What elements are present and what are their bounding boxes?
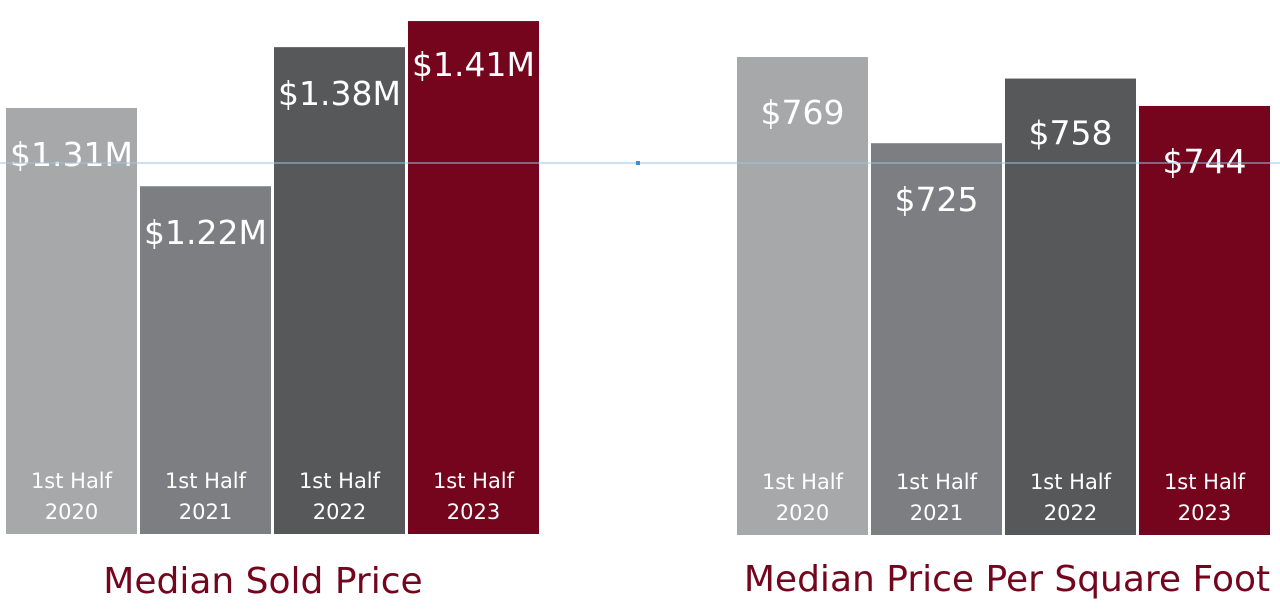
category-label-line1: 1st Half: [762, 470, 844, 494]
category-label-line2: 2022: [1044, 501, 1097, 525]
category-label-line2: 2020: [45, 500, 98, 524]
value-label: $1.41M: [412, 45, 535, 84]
value-label: $769: [761, 93, 845, 132]
value-label: $758: [1029, 114, 1113, 153]
bar-sold-price-2023: [408, 21, 539, 535]
category-label-line2: 2022: [313, 500, 366, 524]
bar-price-per-sqft-2023: [1139, 105, 1270, 536]
category-label-line1: 1st Half: [165, 469, 247, 493]
category-label-line1: 1st Half: [31, 469, 113, 493]
category-label-line1: 1st Half: [433, 469, 515, 493]
value-label: $744: [1163, 142, 1247, 181]
median-sold-price-chart: $1.31M 1st Half 2020 $1.22M 1st Half 2021 $1.3…: [6, 21, 539, 535]
bar-price-per-sqft-2020: [737, 57, 868, 535]
median-price-per-square-foot-chart: $769 1st Half 2020 $725 1st Half 2021 $758 1st …: [737, 57, 1270, 536]
category-label-line2: 2021: [179, 500, 232, 524]
category-label-line2: 2023: [1178, 501, 1231, 525]
guide-handle[interactable]: [636, 161, 640, 165]
bar-price-per-sqft-2022: [1005, 78, 1136, 535]
bar-sold-price-2021: [140, 186, 271, 534]
category-label-line2: 2020: [776, 501, 829, 525]
bar-sold-price-2020: [6, 108, 137, 534]
value-label: $1.22M: [144, 213, 267, 252]
category-label-line2: 2023: [447, 500, 500, 524]
category-label-line1: 1st Half: [1030, 470, 1112, 494]
category-label-line1: 1st Half: [896, 470, 978, 494]
bar-price-per-sqft-2021: [871, 143, 1002, 535]
value-label: $725: [895, 180, 979, 219]
category-label-line1: 1st Half: [1164, 470, 1246, 494]
value-label: $1.31M: [10, 135, 133, 174]
value-label: $1.38M: [278, 74, 401, 113]
bar-sold-price-2022: [274, 47, 405, 535]
chart-title-median-sold-price: Median Sold Price: [103, 561, 422, 602]
category-label-line2: 2021: [910, 501, 963, 525]
chart-title-median-price-per-square-foot: Median Price Per Square Foot: [744, 559, 1270, 600]
category-label-line1: 1st Half: [299, 469, 381, 493]
